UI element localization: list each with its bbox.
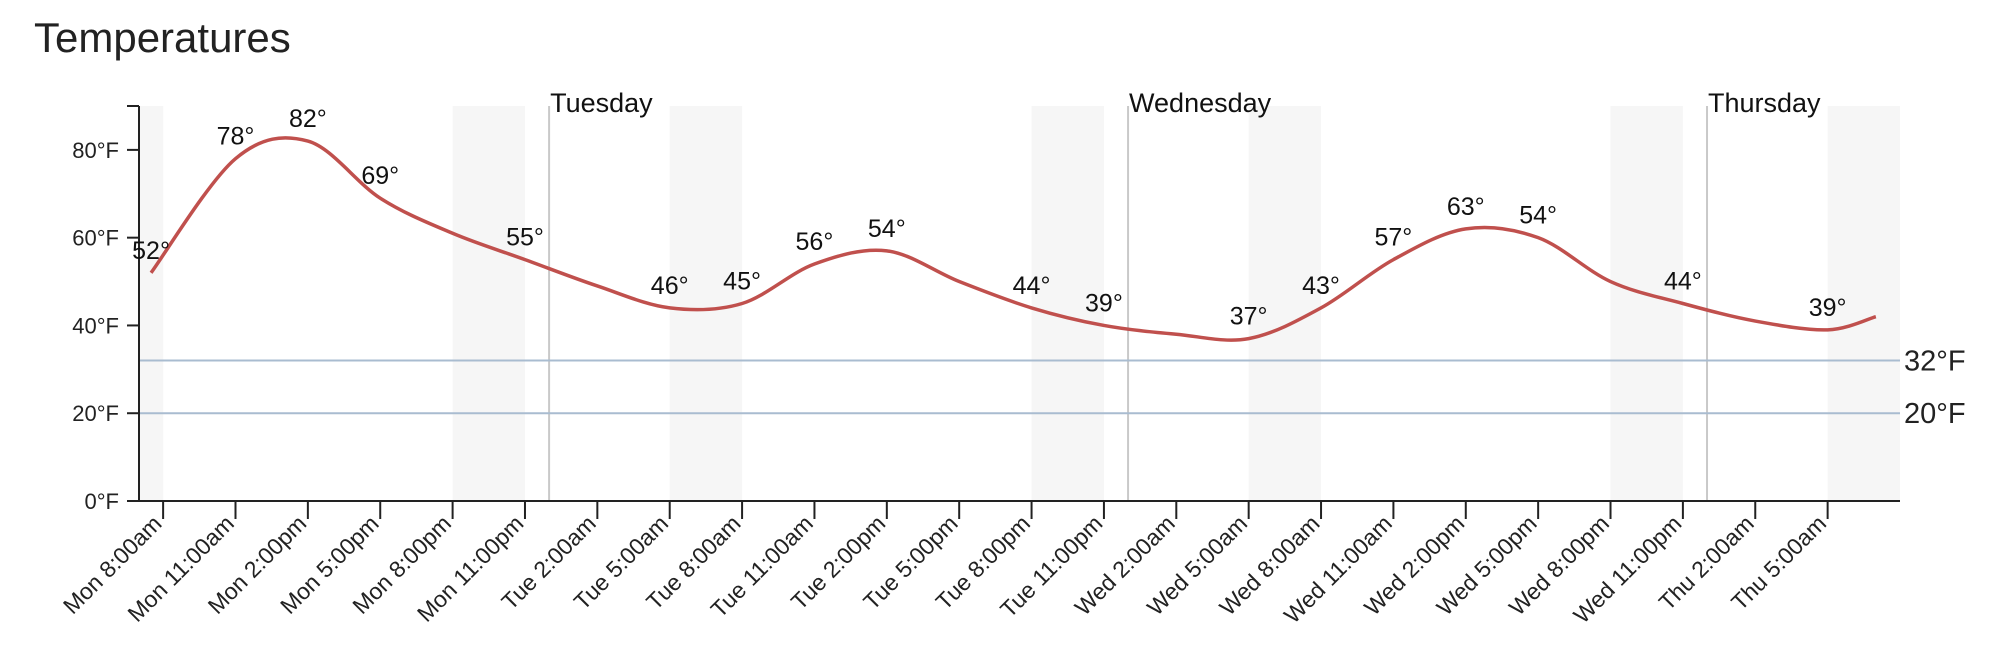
temperature-series (149, 136, 1877, 342)
night-band (669, 106, 743, 501)
point-label: 44° (1013, 272, 1051, 300)
chart-title: Temperatures (34, 14, 291, 61)
reference-label: 32°F (1904, 346, 1966, 378)
point-label: 82° (289, 105, 327, 133)
night-band (452, 106, 525, 501)
night-band (139, 106, 164, 501)
point-label: 43° (1302, 272, 1340, 300)
point-label: 56° (796, 228, 834, 256)
point-label: 78° (217, 123, 255, 151)
y-axis: 0°F 20°F 40°F 60°F 80°F (72, 105, 140, 514)
point-label: 45° (723, 268, 761, 296)
point-label: 37° (1230, 303, 1268, 331)
y-tick-label: 20°F (72, 401, 119, 426)
reference-lines: 32°F 20°F (139, 346, 1966, 430)
point-label: 39° (1085, 289, 1123, 317)
point-label: 54° (868, 215, 906, 243)
y-tick-label: 0°F (85, 489, 119, 514)
reference-label: 20°F (1904, 398, 1966, 430)
night-band (1248, 106, 1322, 501)
point-label: 55° (506, 224, 544, 252)
night-band (1610, 106, 1683, 501)
y-tick-label: 40°F (72, 313, 119, 338)
point-label: 46° (651, 272, 689, 300)
day-boundary-lines (548, 106, 1709, 501)
night-band (1031, 106, 1104, 501)
day-label: Tuesday (550, 88, 653, 118)
point-labels: 52° 78° 82° 69° 55° 46° 45° 56° 54° 44° 39° 37° 43° 5… (132, 105, 1846, 331)
point-label: 39° (1809, 294, 1847, 322)
night-band (1827, 106, 1900, 501)
temperature-line (149, 136, 1877, 342)
y-tick-label: 80°F (72, 138, 119, 163)
night-shading (139, 106, 1900, 501)
point-label: 54° (1519, 202, 1557, 230)
point-label: 69° (361, 162, 399, 190)
point-label: 52° (132, 237, 170, 265)
point-label: 44° (1664, 268, 1702, 296)
point-label: 63° (1447, 193, 1485, 221)
day-label: Wednesday (1129, 88, 1272, 118)
y-tick-label: 60°F (72, 226, 119, 251)
day-label: Thursday (1708, 88, 1821, 118)
point-label: 57° (1375, 224, 1413, 252)
day-labels: Tuesday Wednesday Thursday (550, 88, 1821, 118)
